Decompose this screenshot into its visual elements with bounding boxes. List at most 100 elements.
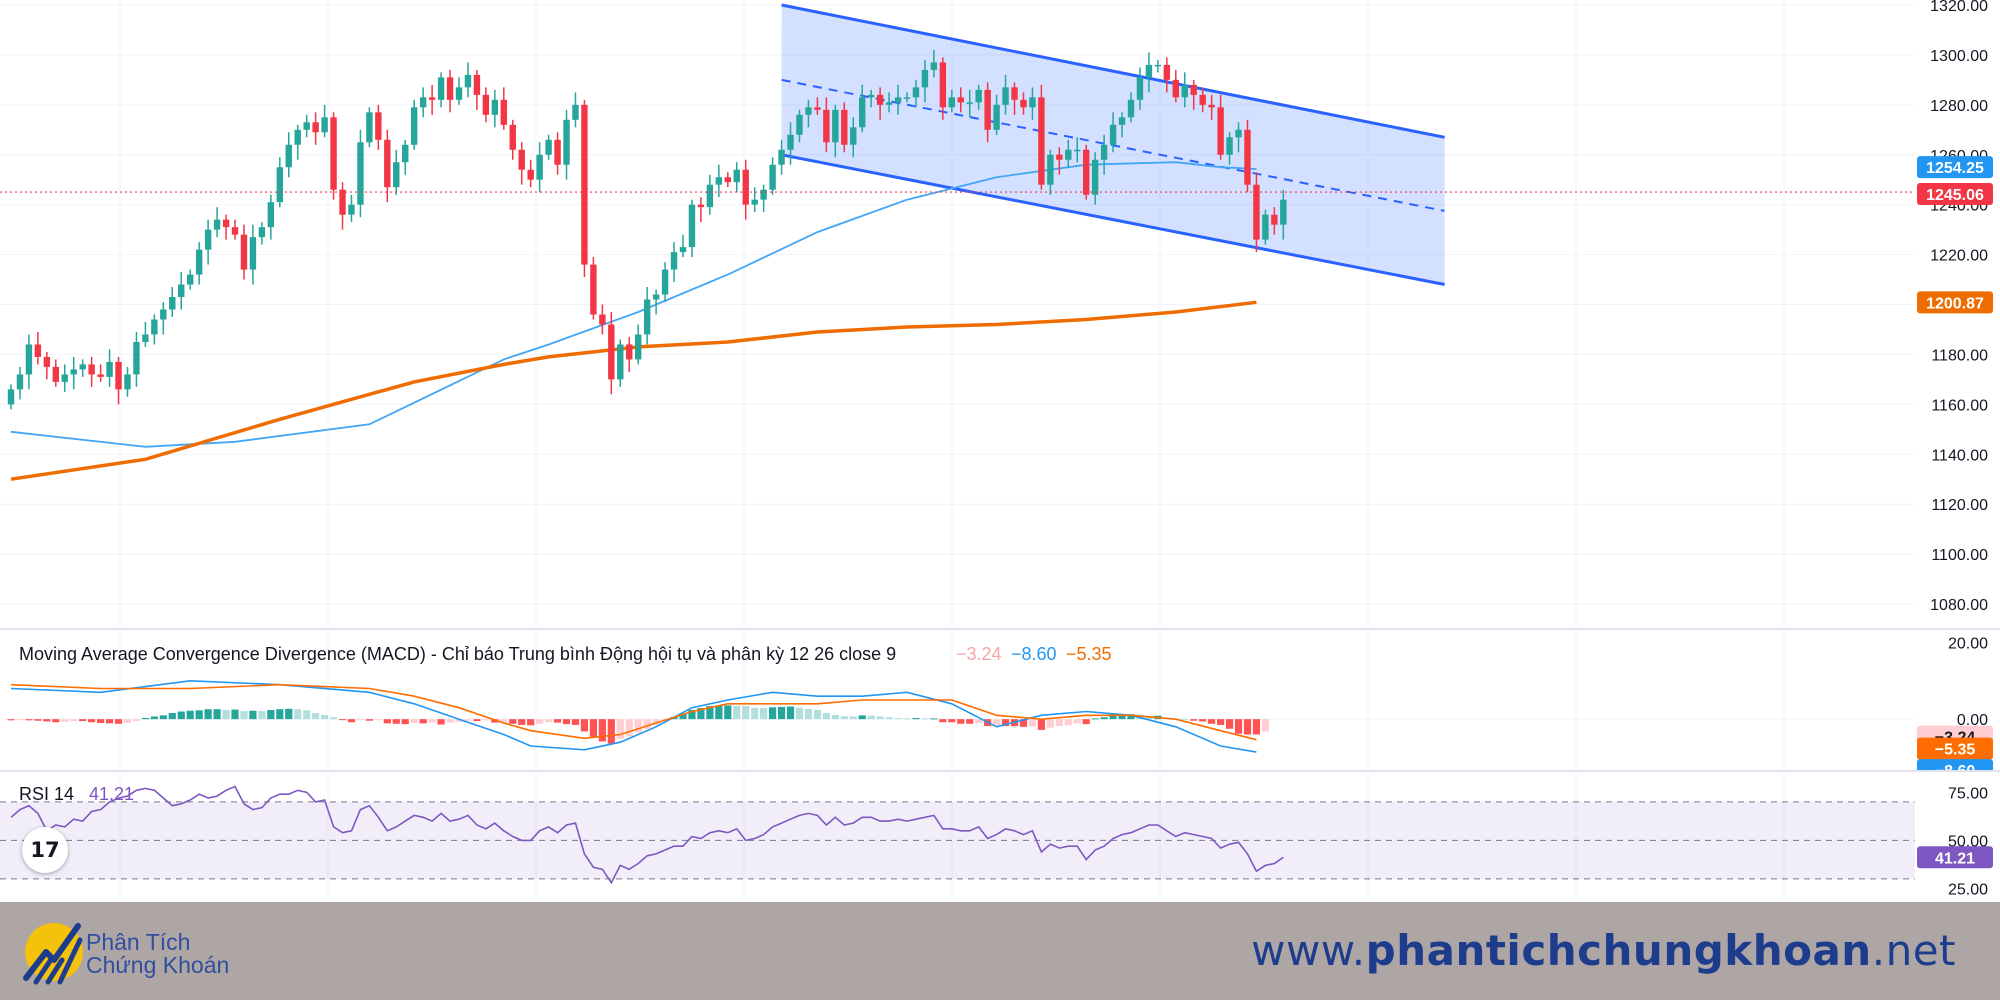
macd-histogram-bar bbox=[123, 719, 132, 723]
macd-histogram-bar bbox=[598, 719, 606, 742]
macd-signal-line bbox=[10, 683, 1257, 741]
candle-body bbox=[455, 87, 463, 100]
candle-body bbox=[643, 299, 651, 335]
last-price-label-bg bbox=[1917, 183, 1993, 206]
rsi-axis-bg bbox=[1916, 773, 2000, 902]
macd-histogram-bar bbox=[303, 710, 311, 720]
macd-histogram-bar bbox=[34, 719, 42, 721]
candle-body bbox=[70, 369, 77, 375]
website-url[interactable]: www.phantichchungkhoan.net bbox=[1251, 926, 1956, 975]
candle-body bbox=[321, 117, 328, 133]
macd-histogram-bar bbox=[1019, 719, 1028, 727]
macd-legend-macd-value: −8.60 bbox=[1011, 644, 1057, 664]
candle-body bbox=[1029, 97, 1036, 108]
candle-body bbox=[751, 199, 758, 205]
macd-histogram-bar bbox=[724, 705, 732, 720]
macd-histogram-bar bbox=[1181, 718, 1189, 720]
candle-body bbox=[688, 204, 696, 248]
macd-histogram-bar bbox=[634, 719, 642, 733]
candle-body bbox=[1208, 104, 1215, 108]
macd-legend-histogram-value: −3.24 bbox=[956, 644, 1002, 664]
price-candles[interactable] bbox=[7, 49, 1287, 410]
macd-histogram-bar bbox=[742, 706, 750, 720]
candle-body bbox=[446, 77, 454, 100]
macd-histogram-bar bbox=[312, 713, 320, 720]
candle-body bbox=[339, 189, 346, 215]
rsi-value-label-bg bbox=[1917, 846, 1993, 869]
candle-body bbox=[1190, 84, 1197, 95]
macd-histogram-bar bbox=[132, 719, 141, 722]
tradingview-logo[interactable]: 17 bbox=[22, 827, 68, 873]
candle-body bbox=[930, 62, 938, 70]
macd-histogram-bar bbox=[607, 719, 615, 744]
candle-body bbox=[52, 366, 59, 382]
candle-body bbox=[1109, 124, 1117, 145]
rsi-tick-label: 50.00 bbox=[1948, 833, 1988, 850]
macd-histogram-bar bbox=[52, 719, 60, 723]
macd-histogram-bar bbox=[500, 719, 508, 723]
website-suffix: .net bbox=[1871, 926, 1956, 975]
macd-histogram-bar bbox=[222, 709, 230, 720]
macd-histogram-bar bbox=[168, 713, 176, 720]
macd-histogram-bar bbox=[204, 709, 212, 720]
candle-body bbox=[142, 334, 149, 342]
candle-body bbox=[527, 169, 534, 180]
macd-histogram-bar bbox=[410, 719, 418, 723]
macd-legend-title: Moving Average Convergence Divergence (M… bbox=[19, 644, 896, 664]
candle-body bbox=[670, 252, 678, 270]
macd-histogram-bar bbox=[213, 709, 221, 720]
rsi-pane: 75.00 50.00 25.00 41.21 bbox=[0, 773, 2000, 902]
rsi-tick-label: 75.00 bbox=[1948, 785, 1988, 802]
candle-body bbox=[1226, 137, 1233, 155]
candle-body bbox=[903, 97, 911, 99]
macd-histogram-bar bbox=[903, 718, 911, 720]
candle-body bbox=[939, 62, 947, 108]
candle-body bbox=[97, 374, 104, 377]
macd-histogram-bar bbox=[437, 719, 445, 725]
macd-histogram-bar bbox=[105, 719, 114, 724]
macd-histogram-bar bbox=[840, 716, 848, 720]
candle-body bbox=[195, 249, 203, 275]
macd-histogram-bar bbox=[804, 708, 813, 720]
macd-histogram-bar bbox=[562, 719, 571, 725]
candle-body bbox=[464, 74, 472, 88]
candle-body bbox=[841, 109, 848, 145]
macd-histogram-bar bbox=[813, 709, 821, 720]
candle-body bbox=[966, 102, 973, 104]
brand-name-line2: Chứng Khoán bbox=[86, 952, 230, 978]
candle-body bbox=[805, 107, 812, 115]
candle-body bbox=[1172, 79, 1179, 98]
macd-signal-label-text: −5.35 bbox=[1935, 742, 1976, 759]
candle-body bbox=[796, 114, 803, 135]
macd-histogram-bar bbox=[258, 711, 266, 720]
macd-histogram-bar bbox=[751, 707, 759, 720]
candle-body bbox=[635, 334, 642, 360]
tradingview-logo-text: 17 bbox=[30, 838, 60, 862]
macd-histogram-bar bbox=[329, 717, 338, 720]
macd-histogram-bar bbox=[1127, 714, 1135, 720]
candle-body bbox=[303, 122, 310, 130]
candle-body bbox=[133, 341, 140, 375]
macd-histogram-bar bbox=[231, 709, 239, 720]
candle-body bbox=[921, 69, 929, 88]
macd-histogram-bar bbox=[894, 718, 902, 720]
candle-body bbox=[536, 154, 543, 180]
macd-histogram-bar bbox=[1243, 719, 1252, 735]
macd-histogram-bar bbox=[589, 719, 597, 737]
price-tick-label: 1100.00 bbox=[1931, 547, 1988, 564]
macd-histogram-bar bbox=[482, 719, 490, 721]
candle-body bbox=[563, 119, 570, 165]
candle-body bbox=[778, 149, 785, 165]
candle-body bbox=[249, 237, 257, 270]
macd-histogram-bar bbox=[1082, 719, 1090, 725]
candle-body bbox=[402, 144, 409, 163]
candle-body bbox=[823, 109, 830, 143]
rsi-value-label: 41.21 bbox=[1917, 846, 1993, 869]
candle-body bbox=[518, 149, 525, 170]
macd-histogram-bar bbox=[849, 716, 857, 720]
macd-histogram-bar bbox=[930, 718, 938, 720]
macd-histogram-bar bbox=[993, 719, 1001, 726]
candle-body bbox=[706, 184, 714, 208]
macd-histogram-bar bbox=[428, 719, 436, 723]
